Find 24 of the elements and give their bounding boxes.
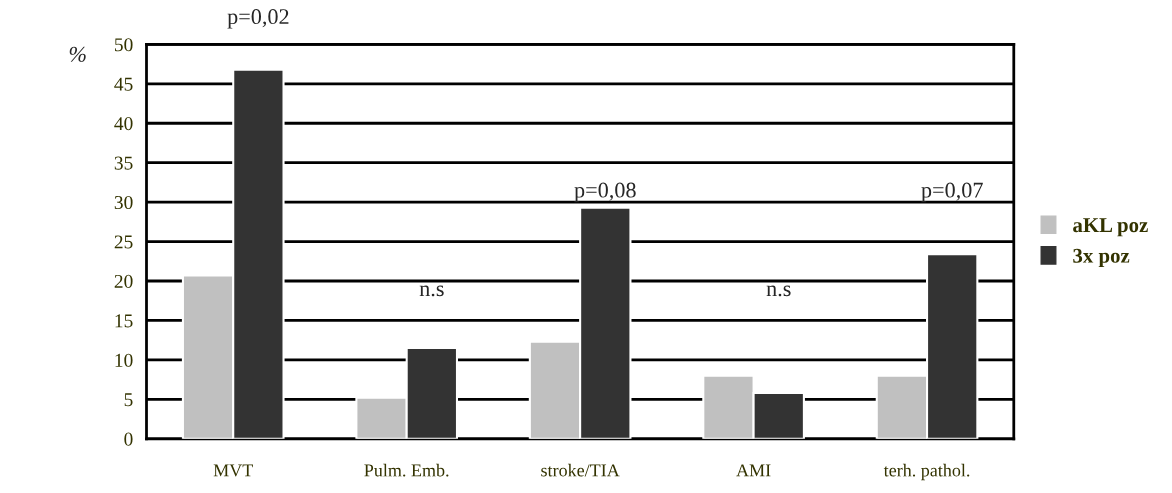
annotation: n.s: [766, 285, 791, 297]
y-tick-label: 10: [115, 353, 133, 367]
legend-label: 3x poz: [1073, 248, 1130, 268]
y-tick-label: 5: [124, 393, 133, 407]
x-tick-label: stroke/TIA: [541, 463, 620, 477]
legend-label: aKL poz: [1073, 218, 1148, 237]
y-tick-label: 45: [114, 77, 133, 91]
x-tick-label: AMI: [736, 464, 771, 477]
annotation: p=0,08: [574, 182, 636, 203]
annotation: n.s: [419, 285, 444, 297]
y-tick-label: 30: [114, 195, 133, 210]
y-tick-label: 25: [114, 235, 133, 249]
x-tick-label: MVT: [213, 464, 253, 477]
y-tick-label: 35: [114, 156, 133, 170]
x-tick-label: Pulm. Emb.: [364, 463, 449, 477]
y-tick-label: 40: [114, 117, 133, 131]
text: p=0,02: [227, 9, 289, 29]
y-tick-label: 50: [114, 38, 133, 52]
y-tick-label: 20: [114, 274, 133, 288]
x-tick-label: terh. pathol.: [883, 463, 970, 481]
y-axis-title: %: [69, 46, 86, 62]
annotation: p=0,07: [921, 182, 983, 203]
y-tick-label: 0: [124, 432, 133, 446]
y-tick-label: 15: [115, 314, 133, 328]
